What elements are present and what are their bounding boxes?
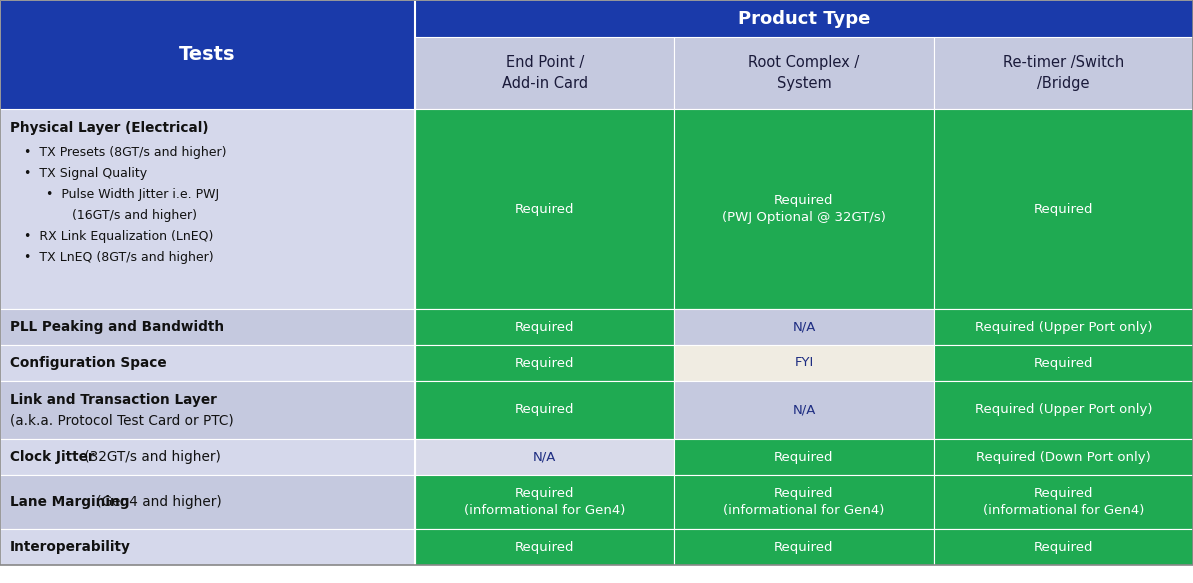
Bar bbox=[415, 309, 674, 345]
Text: Required (Upper Port only): Required (Upper Port only) bbox=[975, 403, 1152, 416]
Text: •  Pulse Width Jitter i.e. PWJ: • Pulse Width Jitter i.e. PWJ bbox=[47, 188, 220, 201]
Text: Required: Required bbox=[774, 451, 834, 463]
Text: Required: Required bbox=[1033, 540, 1093, 553]
Text: Root Complex /
System: Root Complex / System bbox=[748, 55, 860, 91]
Bar bbox=[415, 37, 674, 109]
Text: Required
(informational for Gen4): Required (informational for Gen4) bbox=[983, 487, 1144, 517]
Bar bbox=[934, 109, 1193, 309]
Text: •  TX Signal Quality: • TX Signal Quality bbox=[24, 167, 147, 180]
Bar bbox=[934, 309, 1193, 345]
Bar bbox=[415, 529, 674, 565]
Bar bbox=[0, 309, 415, 345]
Bar bbox=[415, 345, 674, 381]
Text: (32GT/s and higher): (32GT/s and higher) bbox=[80, 450, 221, 464]
Text: Link and Transaction Layer: Link and Transaction Layer bbox=[10, 393, 217, 407]
Bar bbox=[674, 309, 934, 345]
Text: N/A: N/A bbox=[792, 321, 816, 333]
Bar bbox=[674, 37, 934, 109]
Text: Required: Required bbox=[1033, 202, 1093, 216]
Bar bbox=[415, 439, 674, 475]
Bar bbox=[0, 109, 415, 309]
Bar bbox=[934, 37, 1193, 109]
Text: •  RX Link Equalization (LnEQ): • RX Link Equalization (LnEQ) bbox=[24, 230, 214, 243]
Bar bbox=[934, 439, 1193, 475]
Text: (a.k.a. Protocol Test Card or PTC): (a.k.a. Protocol Test Card or PTC) bbox=[10, 413, 234, 427]
Text: (16GT/s and higher): (16GT/s and higher) bbox=[56, 209, 197, 222]
Bar bbox=[0, 529, 415, 565]
Bar bbox=[934, 529, 1193, 565]
Text: Required: Required bbox=[515, 202, 574, 216]
Bar bbox=[674, 439, 934, 475]
Text: Required
(informational for Gen4): Required (informational for Gen4) bbox=[464, 487, 625, 517]
Text: Interoperability: Interoperability bbox=[10, 540, 131, 554]
Text: Required (Upper Port only): Required (Upper Port only) bbox=[975, 321, 1152, 333]
Bar bbox=[674, 475, 934, 529]
Text: N/A: N/A bbox=[533, 451, 556, 463]
Bar bbox=[0, 381, 415, 439]
Bar bbox=[934, 475, 1193, 529]
Text: Required: Required bbox=[515, 321, 574, 333]
Text: Physical Layer (Electrical): Physical Layer (Electrical) bbox=[10, 121, 209, 135]
Bar bbox=[0, 475, 415, 529]
Bar bbox=[674, 381, 934, 439]
Text: Required
(informational for Gen4): Required (informational for Gen4) bbox=[723, 487, 885, 517]
Text: PLL Peaking and Bandwidth: PLL Peaking and Bandwidth bbox=[10, 320, 224, 334]
Text: Required: Required bbox=[515, 540, 574, 553]
Bar bbox=[415, 0, 1193, 37]
Text: •  TX LnEQ (8GT/s and higher): • TX LnEQ (8GT/s and higher) bbox=[24, 251, 214, 264]
Text: Required: Required bbox=[515, 403, 574, 416]
Text: Tests: Tests bbox=[179, 45, 236, 64]
Bar bbox=[0, 0, 415, 109]
Text: Required: Required bbox=[515, 356, 574, 370]
Bar bbox=[934, 345, 1193, 381]
Bar bbox=[674, 529, 934, 565]
Bar bbox=[0, 345, 415, 381]
Text: Clock Jitter: Clock Jitter bbox=[10, 450, 94, 464]
Text: End Point /
Add-in Card: End Point / Add-in Card bbox=[501, 55, 588, 91]
Bar bbox=[674, 109, 934, 309]
Text: Required: Required bbox=[774, 540, 834, 553]
Text: Configuration Space: Configuration Space bbox=[10, 356, 167, 370]
Bar bbox=[0, 439, 415, 475]
Text: FYI: FYI bbox=[795, 356, 814, 370]
Bar bbox=[674, 345, 934, 381]
Bar bbox=[934, 381, 1193, 439]
Text: Required
(PWJ Optional @ 32GT/s): Required (PWJ Optional @ 32GT/s) bbox=[722, 194, 886, 224]
Text: Required: Required bbox=[1033, 356, 1093, 370]
Bar bbox=[415, 381, 674, 439]
Text: N/A: N/A bbox=[792, 403, 816, 416]
Text: Lane Margining: Lane Margining bbox=[10, 495, 130, 509]
Text: Required (Down Port only): Required (Down Port only) bbox=[976, 451, 1151, 463]
Text: Product Type: Product Type bbox=[737, 9, 870, 27]
Text: (Gen4 and higher): (Gen4 and higher) bbox=[92, 495, 222, 509]
Bar bbox=[415, 109, 674, 309]
Bar bbox=[415, 475, 674, 529]
Text: Re-timer /Switch
/Bridge: Re-timer /Switch /Bridge bbox=[1002, 55, 1124, 91]
Text: •  TX Presets (8GT/s and higher): • TX Presets (8GT/s and higher) bbox=[24, 146, 227, 159]
